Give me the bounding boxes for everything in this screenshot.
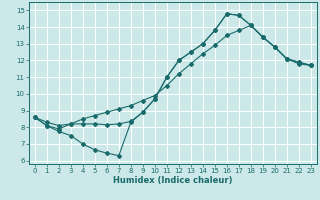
X-axis label: Humidex (Indice chaleur): Humidex (Indice chaleur) [113, 176, 233, 185]
